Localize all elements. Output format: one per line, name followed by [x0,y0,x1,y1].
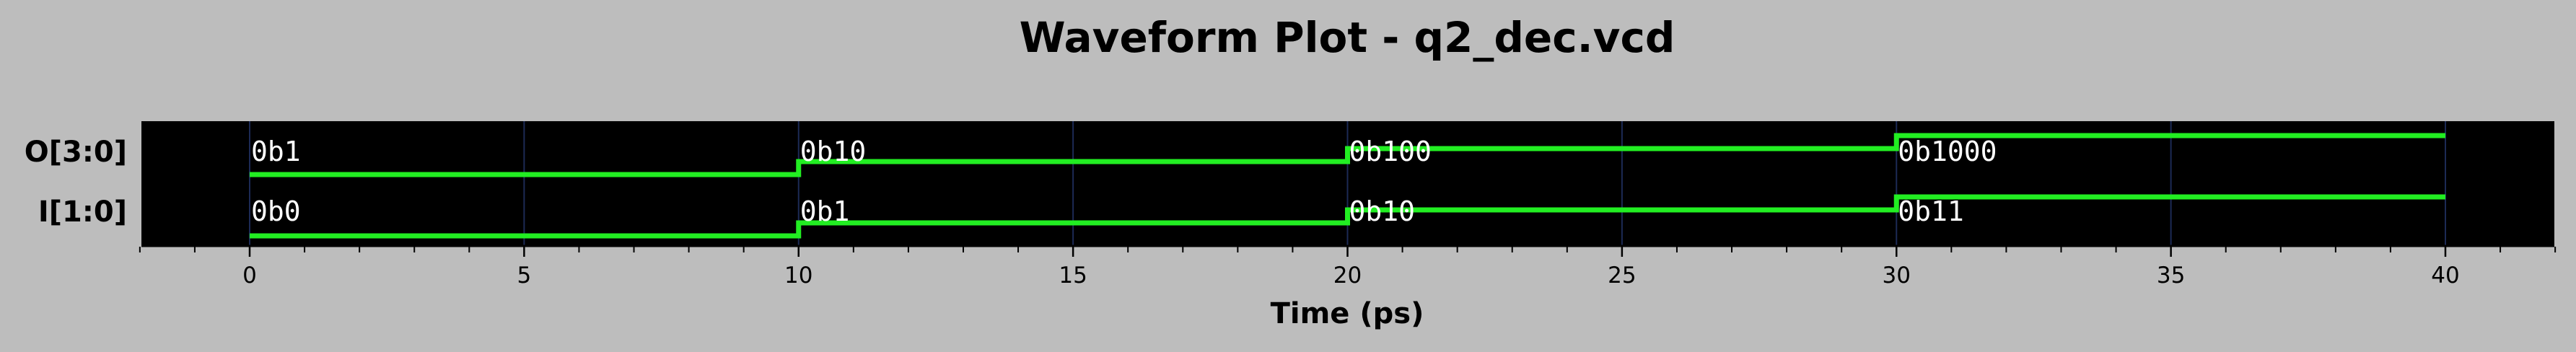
grid-lines [249,121,2446,245]
x-axis: 0 5 10 15 20 25 30 35 40 [139,245,2557,289]
value-label: 0b11 [1898,195,1964,227]
value-label: 0b1 [800,195,850,227]
signal-label: I[1:0] [38,195,127,229]
value-label: 0b10 [800,136,867,167]
x-tick-label: 35 [2157,263,2185,289]
x-axis-title: Time (ps) [1271,297,1424,330]
x-tick-label: 10 [784,263,812,289]
x-tick-label: 5 [517,263,532,289]
x-tick-label: 20 [1333,263,1362,289]
chart-title: Waveform Plot - q2_dec.vcd [1020,13,1675,62]
waveform-traces [250,133,2445,239]
x-tick-label: 15 [1059,263,1087,289]
x-tick-label: 40 [2431,263,2459,289]
value-label: 0b1000 [1898,136,1997,167]
value-label: 0b1 [251,136,301,167]
value-label: 0b0 [251,195,301,227]
value-label: 0b100 [1349,136,1432,167]
signal-label: O[3:0] [25,136,127,169]
value-labels: 0b1 0b10 0b100 0b1000 0b0 0b1 0b10 0b11 [251,136,1997,227]
waveform-trace [250,194,2445,239]
x-tick-label: 0 [242,263,257,289]
waveform-trace [250,133,2445,177]
signal-labels: O[3:0] I[1:0] [25,136,127,229]
x-tick-label: 25 [1608,263,1636,289]
x-tick-label: 30 [1883,263,1911,289]
value-label: 0b10 [1349,195,1416,227]
